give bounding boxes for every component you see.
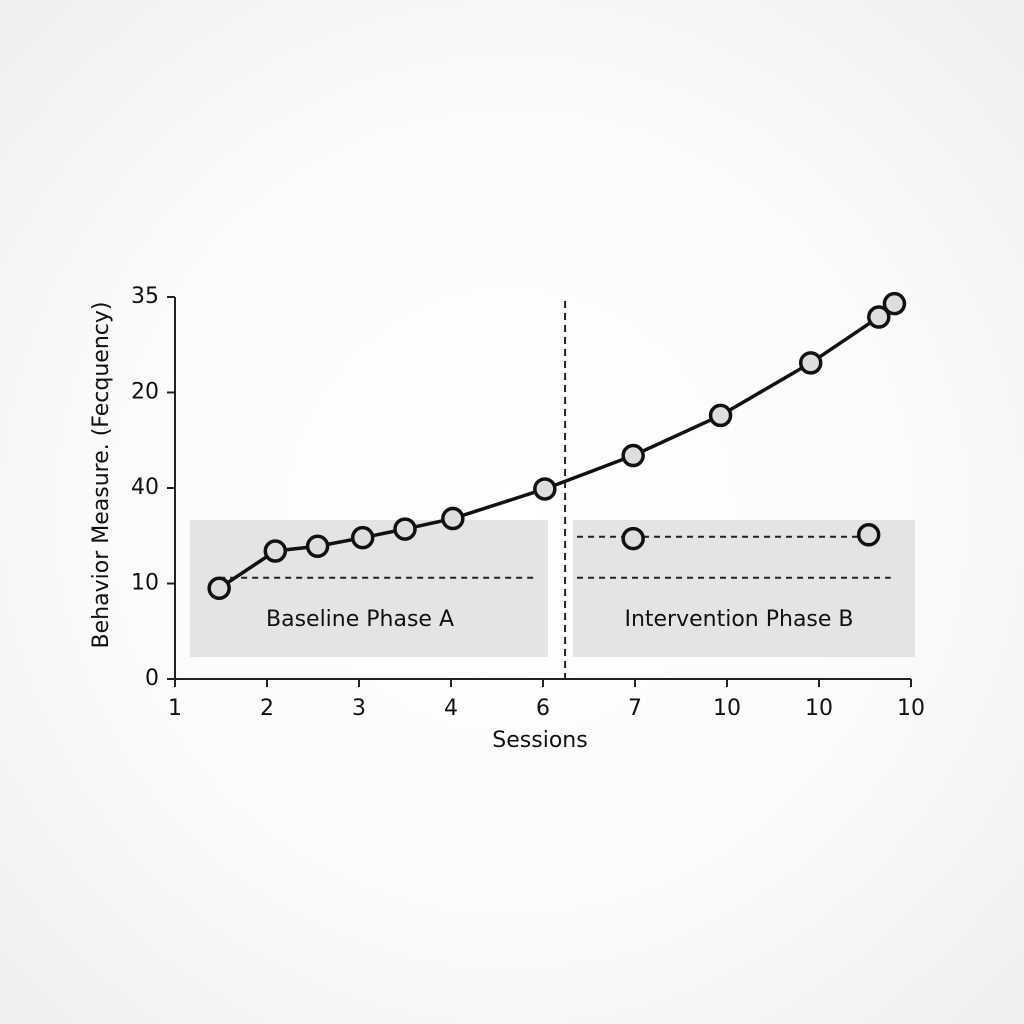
phase-label: Intervention Phase B <box>624 607 853 632</box>
y-axis-label: Behavior Measure. (Fecquency) <box>89 302 114 649</box>
y-tick-label: 35 <box>131 284 159 309</box>
x-tick-label: 10 <box>805 696 833 721</box>
data-point <box>263 539 288 563</box>
data-point <box>867 305 891 329</box>
y-tick-label: 40 <box>131 475 159 500</box>
phase-label: Baseline Phase A <box>266 607 454 632</box>
y-tick-label: 0 <box>145 666 159 691</box>
data-point <box>207 576 231 601</box>
x-tick-label: 10 <box>897 696 925 721</box>
data-point <box>393 517 417 541</box>
data-point <box>350 525 375 550</box>
data-point <box>708 403 733 428</box>
data-point <box>441 506 465 531</box>
x-tick-label: 6 <box>536 696 550 721</box>
data-point <box>533 477 557 501</box>
x-tick-label: 10 <box>713 696 741 721</box>
x-tick-label: 7 <box>628 696 642 721</box>
data-point <box>882 291 907 316</box>
x-tick-label: 3 <box>352 696 366 721</box>
data-point <box>621 443 645 468</box>
y-tick-label: 20 <box>131 380 159 405</box>
x-tick-label: 4 <box>444 696 458 721</box>
x-axis-label: Sessions <box>492 728 587 753</box>
data-point <box>305 534 330 559</box>
data-point <box>798 351 823 375</box>
x-tick-label: 2 <box>260 696 274 721</box>
y-tick-label: 10 <box>131 571 159 596</box>
data-point <box>856 523 881 547</box>
x-tick-label: 1 <box>168 696 182 721</box>
data-point <box>621 526 645 551</box>
